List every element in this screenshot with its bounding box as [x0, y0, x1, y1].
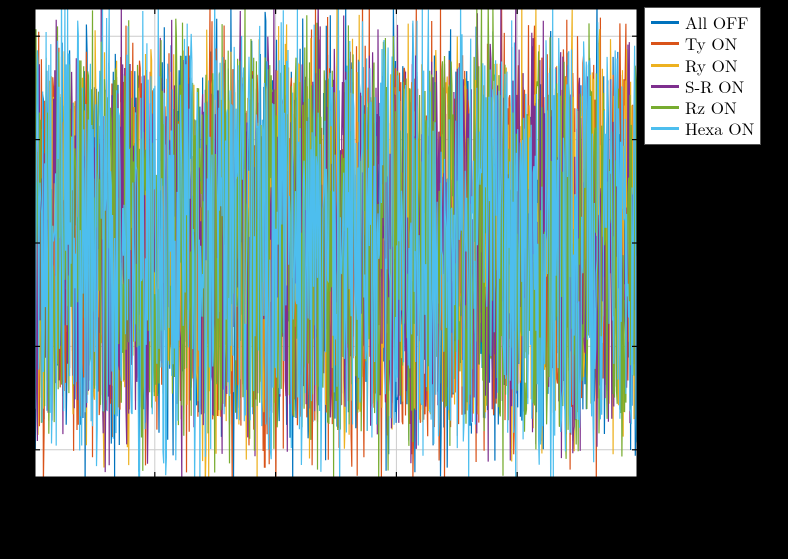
- chart-root: All OFFTy ONRy ONS-R ONRz ONHexa ON: [0, 0, 788, 559]
- legend-label: Rz ON: [685, 97, 737, 118]
- legend-item-s-r-on: S-R ON: [651, 76, 754, 97]
- legend-swatch: [651, 21, 679, 24]
- legend-item-all-off: All OFF: [651, 12, 754, 33]
- legend-swatch: [651, 85, 679, 88]
- legend-item-hexa-on: Hexa ON: [651, 118, 754, 139]
- axes-area: [34, 8, 638, 478]
- legend-swatch: [651, 127, 679, 130]
- legend-item-ry-on: Ry ON: [651, 55, 754, 76]
- legend-label: All OFF: [685, 12, 748, 33]
- legend-item-ty-on: Ty ON: [651, 33, 754, 54]
- legend-swatch: [651, 64, 679, 67]
- legend-label: Ty ON: [685, 33, 737, 54]
- legend-label: Ry ON: [685, 55, 738, 76]
- legend-swatch: [651, 106, 679, 109]
- legend-item-rz-on: Rz ON: [651, 97, 754, 118]
- legend-swatch: [651, 42, 679, 45]
- legend-label: Hexa ON: [685, 118, 754, 139]
- legend-label: S-R ON: [685, 76, 744, 97]
- legend: All OFFTy ONRy ONS-R ONRz ONHexa ON: [644, 7, 761, 145]
- axes-svg: [34, 8, 638, 478]
